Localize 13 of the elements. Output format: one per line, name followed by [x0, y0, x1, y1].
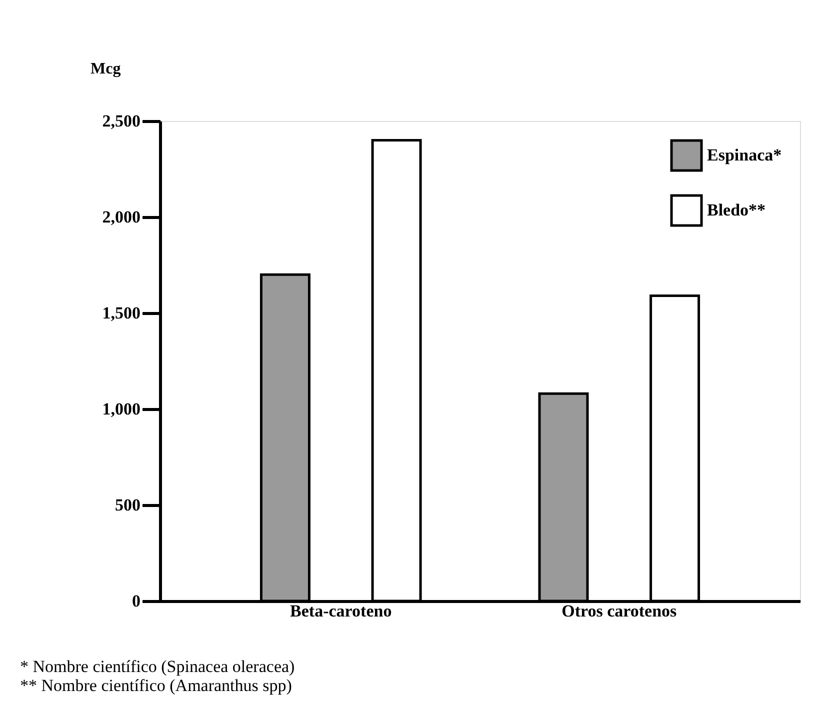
legend-label: Espinaca*	[707, 146, 782, 164]
x-tick-label: Beta-caroteno	[290, 602, 392, 620]
y-axis-title: Mcg	[90, 60, 121, 78]
text: ** Nombre científico (Amaranthus spp)	[20, 676, 292, 695]
y-tick-label: 2,500	[102, 112, 140, 130]
y-tick-label: 2,000	[102, 208, 140, 226]
y-tick-label: 1,500	[102, 304, 140, 322]
y-tick-label: 1,000	[102, 400, 140, 418]
legend-label: Bledo**	[707, 200, 766, 220]
x-tick-label: Otros carotenos	[562, 602, 678, 620]
text: * Nombre científico (Spinacea oleracea)	[20, 657, 295, 676]
y-tick-label: 500	[115, 496, 140, 514]
y-tick-label: 0	[132, 592, 140, 610]
